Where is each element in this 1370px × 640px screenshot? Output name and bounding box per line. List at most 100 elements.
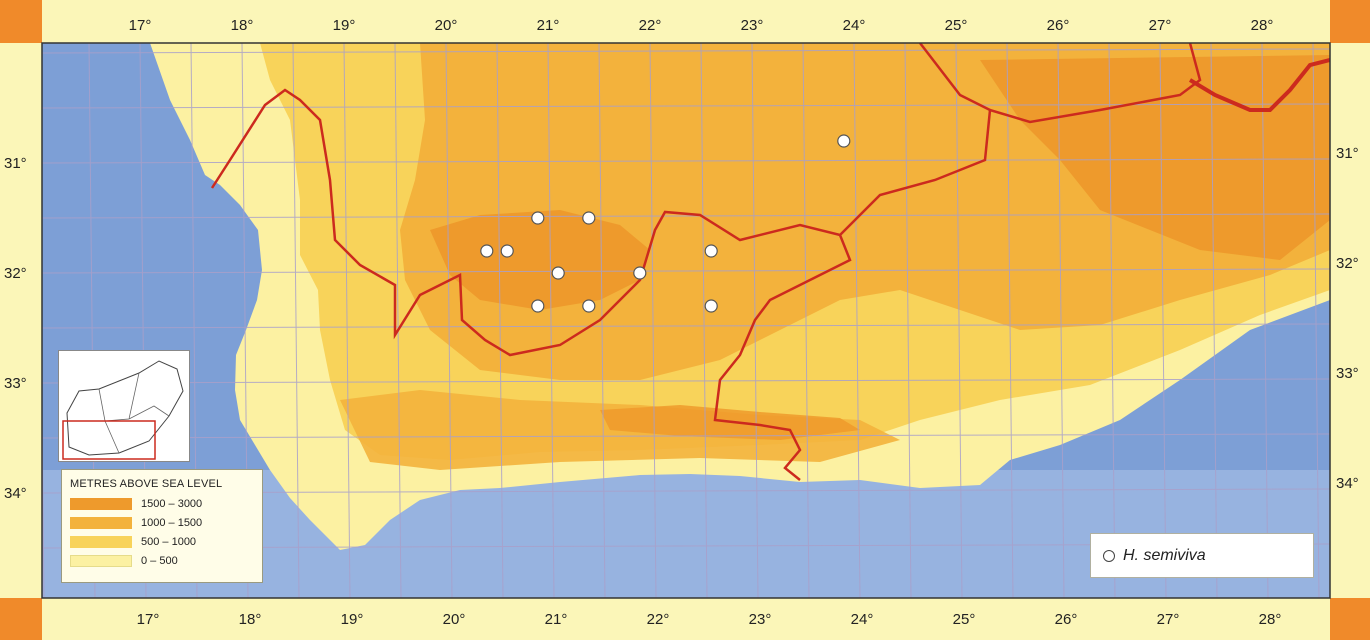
parallel-line bbox=[42, 213, 1330, 219]
longitude-label: 27° bbox=[1157, 611, 1180, 628]
provincial-border-2 bbox=[919, 43, 991, 112]
graticule bbox=[42, 43, 1370, 603]
parallel-line bbox=[42, 378, 1330, 384]
longitude-labels-top: 17° 18° 19° 20° 21° 22° 23° 24° 25° 26° 27° 28° bbox=[129, 17, 1274, 34]
meridian-line bbox=[1159, 43, 1167, 598]
parallel-line bbox=[42, 103, 1330, 109]
meridian-line bbox=[853, 43, 861, 598]
provincial-border bbox=[210, 43, 1202, 357]
corner-bottom-right bbox=[1330, 598, 1370, 640]
legend-label: 0 – 500 bbox=[141, 554, 178, 567]
longitude-label: 25° bbox=[953, 611, 976, 628]
parallel-line bbox=[42, 433, 1330, 439]
latitude-label: 33° bbox=[4, 375, 27, 392]
species-label: H. semiviva bbox=[1123, 546, 1206, 564]
meridian-line bbox=[42, 366, 45, 598]
longitude-labels-bottom: 17° 18° 19° 20° 21° 22° 23° 24° 25° 26° 27° 28° bbox=[137, 611, 1282, 628]
legend-item: 1500 – 3000 bbox=[70, 494, 262, 513]
legend-item: 0 – 500 bbox=[70, 551, 262, 570]
meridian-line bbox=[343, 43, 351, 598]
latitude-label: 31° bbox=[1336, 145, 1359, 162]
parallel-line bbox=[42, 599, 1330, 603]
meridian-line bbox=[1364, 43, 1370, 598]
occurrence-point bbox=[582, 211, 596, 225]
longitude-label: 20° bbox=[435, 17, 458, 34]
national-border bbox=[1188, 58, 1330, 112]
meridian-line bbox=[1108, 43, 1116, 598]
legend-label: 500 – 1000 bbox=[141, 535, 197, 548]
meridian-line bbox=[1210, 43, 1218, 598]
map-frame bbox=[41, 42, 1331, 599]
latitude-label: 31° bbox=[4, 155, 27, 172]
legend-swatch bbox=[70, 535, 132, 548]
latitude-label: 34° bbox=[1336, 475, 1359, 492]
meridian-line bbox=[649, 43, 657, 598]
legend-swatch bbox=[70, 554, 132, 567]
longitude-label: 24° bbox=[843, 17, 866, 34]
corner-top-left bbox=[0, 0, 42, 43]
elevation-legend: METRES ABOVE SEA LEVEL 1500 – 3000 1000 … bbox=[61, 469, 263, 583]
longitude-label: 22° bbox=[639, 17, 662, 34]
parallel-line bbox=[42, 268, 1330, 274]
elevation-1500-center bbox=[430, 210, 650, 310]
meridian-line bbox=[1312, 43, 1320, 598]
longitude-label: 23° bbox=[749, 611, 772, 628]
occurrence-point bbox=[704, 244, 718, 258]
meridian-line bbox=[955, 43, 963, 598]
longitude-label: 18° bbox=[231, 17, 254, 34]
meridian-line bbox=[904, 43, 912, 598]
occurrence-point bbox=[531, 211, 545, 225]
longitude-label: 24° bbox=[851, 611, 874, 628]
longitude-label: 23° bbox=[741, 17, 764, 34]
locator-map-icon bbox=[62, 360, 184, 460]
longitude-label: 18° bbox=[239, 611, 262, 628]
occurrence-point bbox=[531, 299, 545, 313]
meridian-line bbox=[445, 43, 453, 598]
occurrence-point bbox=[500, 244, 514, 258]
longitude-label: 21° bbox=[545, 611, 568, 628]
meridian-line bbox=[598, 43, 606, 598]
meridian-line bbox=[292, 43, 300, 598]
latitude-label: 33° bbox=[1336, 365, 1359, 382]
occurrence-point bbox=[704, 299, 718, 313]
meridian-line bbox=[1261, 43, 1269, 598]
longitude-label: 26° bbox=[1047, 17, 1070, 34]
meridian-line bbox=[394, 43, 402, 598]
legend-item: 1000 – 1500 bbox=[70, 513, 262, 532]
latitude-label: 34° bbox=[4, 485, 27, 502]
parallel-line bbox=[42, 158, 1330, 164]
meridian-line bbox=[802, 43, 810, 598]
parallel-line bbox=[42, 48, 1330, 54]
longitude-label: 17° bbox=[129, 17, 152, 34]
legend-swatch bbox=[70, 516, 132, 529]
occurrence-point bbox=[837, 134, 851, 148]
meridian-line bbox=[496, 43, 504, 598]
occurrence-point bbox=[480, 244, 494, 258]
occurrence-dot-icon bbox=[1103, 549, 1115, 562]
longitude-label: 28° bbox=[1259, 611, 1282, 628]
longitude-label: 19° bbox=[341, 611, 364, 628]
locator-highlight bbox=[62, 420, 156, 460]
longitude-label: 25° bbox=[945, 17, 968, 34]
longitude-label: 22° bbox=[647, 611, 670, 628]
legend-label: 1000 – 1500 bbox=[141, 516, 203, 529]
longitude-label: 17° bbox=[137, 611, 160, 628]
latitude-labels-left: 31° 32° 33° 34° bbox=[4, 155, 27, 502]
corner-top-right bbox=[1330, 0, 1370, 43]
legend-swatch bbox=[70, 497, 132, 510]
meridian-line bbox=[700, 43, 708, 598]
meridian-line bbox=[1006, 43, 1014, 598]
occurrence-point bbox=[633, 266, 647, 280]
legend-item: 500 – 1000 bbox=[70, 532, 262, 551]
latitude-label: 32° bbox=[4, 265, 27, 282]
occurrence-layer bbox=[480, 134, 851, 313]
legend-label: 1500 – 3000 bbox=[141, 497, 203, 510]
occurrence-point bbox=[582, 299, 596, 313]
occurrence-point bbox=[551, 266, 565, 280]
longitude-label: 21° bbox=[537, 17, 560, 34]
parallel-line bbox=[42, 323, 1330, 329]
legend-title: METRES ABOVE SEA LEVEL bbox=[70, 478, 223, 490]
longitude-label: 27° bbox=[1149, 17, 1172, 34]
meridian-line bbox=[547, 43, 555, 598]
latitude-labels-right: 31° 32° 33° 34° bbox=[1336, 145, 1359, 492]
